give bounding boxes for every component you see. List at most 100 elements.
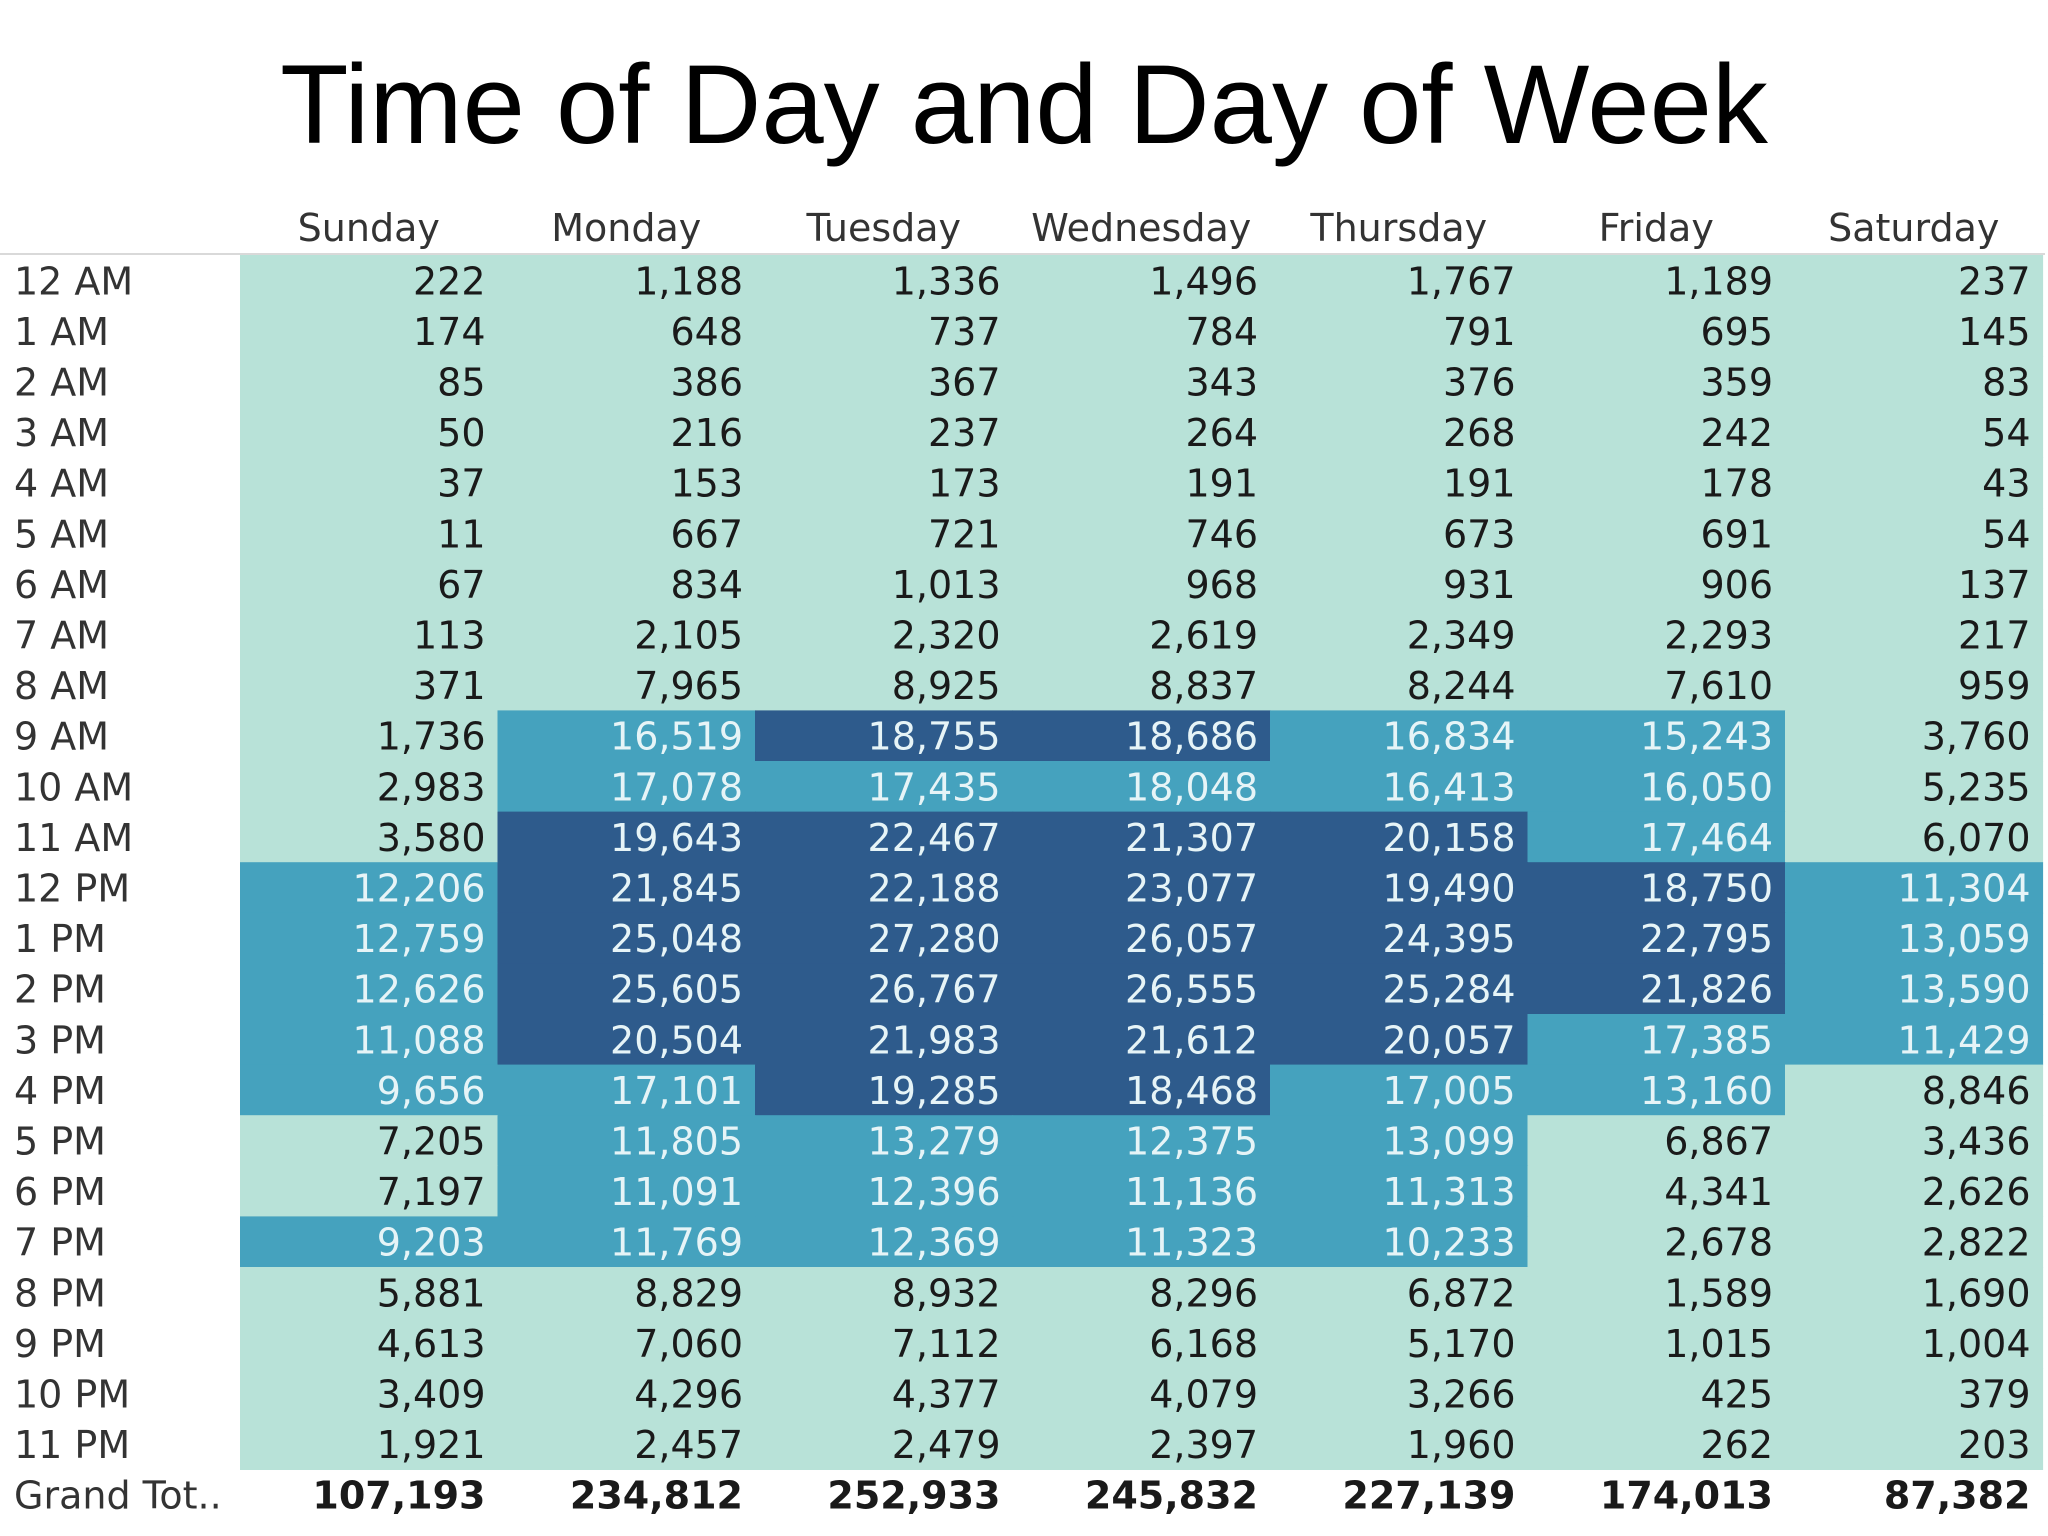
heatmap-cell: [1270, 1115, 1529, 1167]
heatmap-cell: [755, 1317, 1014, 1369]
heatmap-cell: [1270, 1267, 1529, 1319]
slide-title: Time of Day and Day of Week: [280, 42, 1768, 167]
cell-value: 173: [928, 462, 1001, 506]
heatmap-cell: [497, 406, 756, 458]
heatmap-cell: [1270, 1165, 1529, 1217]
heatmap-cell: [497, 862, 756, 914]
cell-value: 12,375: [1125, 1120, 1258, 1164]
heatmap-cell: [240, 1064, 499, 1116]
cell-value: 3,436: [1922, 1120, 2031, 1164]
heatmap-cell: [1785, 1267, 2044, 1319]
heatmap-cell: [1012, 1418, 1271, 1470]
row-label: 3 PM: [14, 1018, 106, 1062]
cell-value: 268: [1443, 411, 1516, 455]
cell-value: 16,834: [1383, 715, 1516, 759]
cell-value: 25,048: [610, 917, 743, 961]
heatmap-cell: [240, 457, 499, 509]
cell-value: 17,464: [1640, 816, 1773, 860]
heatmap-cell: [1270, 1014, 1529, 1066]
heatmap-cell: [240, 1014, 499, 1066]
cell-value: 7,197: [377, 1170, 486, 1214]
heatmap-cell: [1527, 305, 1786, 357]
cell-value: 834: [670, 563, 743, 607]
heatmap-table: Sunday Monday Tuesday Wednesday Thursday Frid…: [0, 206, 2045, 1516]
heatmap-cell: [1270, 912, 1529, 964]
row-label: 10 AM: [14, 765, 133, 809]
cell-value: 12,759: [353, 917, 486, 961]
column-header: Friday: [1599, 206, 1714, 250]
cell-value: 26,555: [1125, 968, 1258, 1012]
heatmap-cell: [497, 1115, 756, 1167]
heatmap-cell: [497, 609, 756, 661]
cell-value: 343: [1185, 361, 1258, 405]
heatmap-cell: [1785, 761, 2044, 813]
cell-value: 1,921: [377, 1423, 486, 1467]
heatmap-cell: [1527, 457, 1786, 509]
cell-value: 2,320: [892, 614, 1001, 658]
heatmap-cell: [1527, 1014, 1786, 1066]
heatmap-cell: [1012, 457, 1271, 509]
cell-value: 784: [1185, 310, 1258, 354]
cell-value: 359: [1700, 361, 1773, 405]
heatmap-cell: [497, 761, 756, 813]
heatmap-cell: [1270, 862, 1529, 914]
column-header: Thursday: [1309, 206, 1487, 250]
heatmap-cell: [1785, 457, 2044, 509]
cell-value: 425: [1700, 1373, 1773, 1417]
cell-value: 11,429: [1898, 1018, 2031, 1062]
cell-value: 3,266: [1407, 1373, 1516, 1417]
cell-value: 7,205: [377, 1120, 486, 1164]
row-label: 9 PM: [14, 1322, 106, 1366]
cell-value: 242: [1700, 411, 1773, 455]
cell-value: 54: [1982, 411, 2030, 455]
heatmap-cell: [1785, 406, 2044, 458]
cell-value: 2,397: [1149, 1423, 1258, 1467]
cell-value: 6,070: [1922, 816, 2031, 860]
heatmap-cell: [240, 255, 499, 307]
heatmap-cell: [1785, 1216, 2044, 1268]
heatmap-cell: [497, 305, 756, 357]
heatmap-cell: [1012, 761, 1271, 813]
cell-value: 1,336: [892, 259, 1001, 303]
heatmap-cell: [1527, 406, 1786, 458]
row-label: 5 PM: [14, 1120, 106, 1164]
heatmap-cell: [240, 912, 499, 964]
cell-value: 4,613: [377, 1322, 486, 1366]
cell-value: 153: [670, 462, 743, 506]
heatmap-cell: [1785, 862, 2044, 914]
heatmap-cell: [240, 659, 499, 711]
cell-value: 16,413: [1383, 765, 1516, 809]
heatmap-cell: [1012, 912, 1271, 964]
heatmap-cell: [1012, 1267, 1271, 1319]
cell-value: 17,005: [1383, 1069, 1516, 1113]
heatmap-cell: [1012, 609, 1271, 661]
cell-value: 1,188: [634, 259, 743, 303]
cell-value: 1,189: [1664, 259, 1773, 303]
cell-value: 43: [1982, 462, 2030, 506]
cell-value: 7,965: [634, 664, 743, 708]
cell-value: 959: [1958, 664, 2031, 708]
row-label: 7 AM: [14, 614, 109, 658]
heatmap-cell: [497, 963, 756, 1015]
cell-value: 11,805: [610, 1120, 743, 1164]
cell-value: 2,457: [634, 1423, 743, 1467]
row-label: 8 PM: [14, 1271, 106, 1315]
heatmap-cell: [1012, 1216, 1271, 1268]
cell-value: 21,612: [1125, 1018, 1258, 1062]
cell-value: 11,313: [1383, 1170, 1516, 1214]
heatmap-cell: [1012, 356, 1271, 408]
cell-value: 145: [1958, 310, 2031, 354]
cell-value: 2,983: [377, 765, 486, 809]
heatmap-cell: [755, 912, 1014, 964]
cell-value: 16,050: [1640, 765, 1773, 809]
heatmap-cell: [240, 1317, 499, 1369]
cell-value: 4,341: [1664, 1170, 1773, 1214]
heatmap-cell: [1270, 356, 1529, 408]
cell-value: 1,960: [1407, 1423, 1516, 1467]
heatmap-cell: [1785, 963, 2044, 1015]
heatmap-cell: [1270, 406, 1529, 458]
cell-value: 1,767: [1407, 259, 1516, 303]
cell-value: 216: [670, 411, 743, 455]
cell-value: 37: [437, 462, 485, 506]
cell-value: 9,203: [377, 1221, 486, 1265]
